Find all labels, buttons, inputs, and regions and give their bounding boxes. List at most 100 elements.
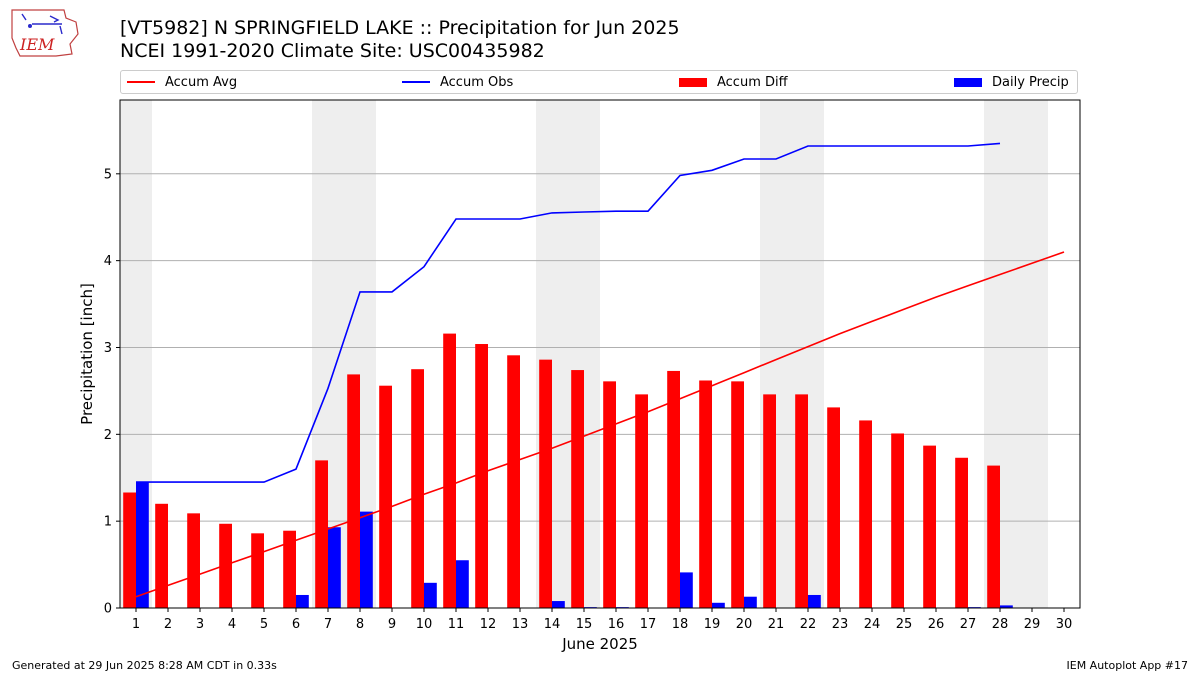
x-tick-label: 22 — [800, 617, 817, 632]
legend-label-accum-obs: Accum Obs — [440, 74, 514, 90]
accum-diff-bar — [251, 533, 264, 608]
x-tick-label: 27 — [960, 617, 977, 632]
accum-diff-bar — [571, 370, 584, 608]
x-tick-label: 11 — [448, 617, 465, 632]
accum-diff-bar — [923, 445, 936, 608]
accum-diff-bar — [955, 457, 968, 608]
y-tick-label: 0 — [104, 602, 112, 617]
x-tick-label: 2 — [164, 617, 172, 632]
x-tick-label: 3 — [196, 617, 204, 632]
y-tick-label: 5 — [104, 167, 112, 182]
accum-diff-bar — [891, 433, 904, 608]
daily-precip-bar — [296, 594, 309, 608]
logo-text: IEM — [19, 35, 55, 54]
x-tick-label: 16 — [608, 617, 625, 632]
daily-precip-bar — [328, 527, 341, 608]
x-tick-label: 26 — [928, 617, 945, 632]
x-tick-label: 1 — [132, 617, 140, 632]
y-axis-label: Precipitation [inch] — [78, 283, 96, 425]
accum-diff-bar — [123, 492, 136, 608]
x-tick-label: 25 — [896, 617, 913, 632]
legend-item-daily-precip: Daily Precip — [954, 71, 1069, 93]
legend-swatch-accum-avg — [127, 81, 155, 83]
legend-item-accum-diff: Accum Diff — [679, 71, 788, 93]
accum-diff-bar — [667, 370, 680, 608]
daily-precip-bar — [1000, 605, 1013, 608]
accum-diff-bar — [187, 513, 200, 608]
y-tick-label: 1 — [104, 515, 112, 530]
accum-diff-bar — [347, 374, 360, 608]
x-tick-label: 24 — [864, 617, 881, 632]
legend-label-accum-avg: Accum Avg — [165, 74, 238, 90]
accum-diff-bar — [155, 503, 168, 608]
accum-diff-bar — [795, 394, 808, 608]
x-tick-label: 17 — [640, 617, 657, 632]
x-tick-label: 29 — [1024, 617, 1041, 632]
x-tick-label: 19 — [704, 617, 721, 632]
accum-diff-bar — [731, 381, 744, 608]
daily-precip-bar — [360, 511, 373, 608]
x-tick-label: 14 — [544, 617, 561, 632]
accum-diff-bar — [827, 407, 840, 608]
daily-precip-bar — [712, 602, 725, 608]
accum-diff-bar — [763, 394, 776, 608]
accum-diff-bar — [603, 381, 616, 608]
chart-title: [VT5982] N SPRINGFIELD LAKE :: Precipita… — [120, 17, 680, 39]
accum-diff-bar — [283, 530, 296, 608]
daily-precip-bar — [552, 601, 565, 608]
accum-obs-line — [136, 142, 1001, 483]
plot-frame — [119, 99, 1081, 609]
legend: Accum Avg Accum Obs Accum Diff Daily Pre… — [120, 70, 1078, 94]
legend-swatch-accum-obs — [402, 81, 430, 83]
accum-diff-bar — [635, 394, 648, 608]
x-tick-label: 23 — [832, 617, 849, 632]
accum-diff-bar — [475, 344, 488, 608]
accum-diff-bar — [507, 355, 520, 608]
generated-footer: Generated at 29 Jun 2025 8:28 AM CDT in … — [12, 659, 277, 672]
x-tick-label: 15 — [576, 617, 593, 632]
x-tick-label: 28 — [992, 617, 1009, 632]
accum-diff-bar — [379, 385, 392, 608]
accum-diff-bar — [987, 465, 1000, 608]
x-tick-label: 12 — [480, 617, 497, 632]
accum-diff-bar — [699, 380, 712, 608]
chart-subtitle: NCEI 1991-2020 Climate Site: USC00435982 — [120, 40, 545, 62]
daily-precip-bar — [456, 560, 469, 608]
x-tick-label: 10 — [416, 617, 433, 632]
daily-precip-bar — [136, 482, 149, 608]
legend-item-accum-obs: Accum Obs — [402, 71, 513, 93]
x-tick-label: 5 — [260, 617, 268, 632]
legend-item-accum-avg: Accum Avg — [127, 71, 237, 93]
y-tick-label: 2 — [104, 428, 112, 443]
daily-precip-bar — [680, 572, 693, 608]
legend-label-daily-precip: Daily Precip — [992, 74, 1069, 90]
accum-diff-bar — [539, 359, 552, 608]
accum-diff-bar — [315, 460, 328, 608]
daily-precip-bar — [424, 582, 437, 608]
legend-label-accum-diff: Accum Diff — [717, 74, 788, 90]
x-tick-label: 4 — [228, 617, 236, 632]
x-tick-label: 13 — [512, 617, 529, 632]
app-footer: IEM Autoplot App #17 — [1066, 659, 1189, 672]
legend-swatch-accum-diff — [679, 77, 707, 87]
legend-swatch-daily-precip — [954, 77, 982, 87]
accum-diff-bar — [411, 369, 424, 608]
x-tick-label: 30 — [1056, 617, 1073, 632]
daily-precip-bar — [744, 596, 757, 608]
accum-diff-bar — [443, 333, 456, 608]
iem-logo: IEM — [11, 9, 79, 57]
y-tick-label: 3 — [104, 341, 112, 356]
accum-avg-line — [135, 251, 1065, 598]
x-tick-label: 18 — [672, 617, 689, 632]
x-tick-label: 21 — [768, 617, 785, 632]
x-axis-label: June 2025 — [561, 635, 638, 653]
daily-precip-bar — [808, 594, 821, 608]
x-tick-label: 6 — [292, 617, 300, 632]
x-tick-label: 7 — [324, 617, 332, 632]
x-tick-label: 9 — [388, 617, 396, 632]
x-tick-label: 20 — [736, 617, 753, 632]
y-tick-label: 4 — [104, 254, 112, 269]
accum-diff-bar — [859, 420, 872, 608]
x-tick-label: 8 — [356, 617, 364, 632]
